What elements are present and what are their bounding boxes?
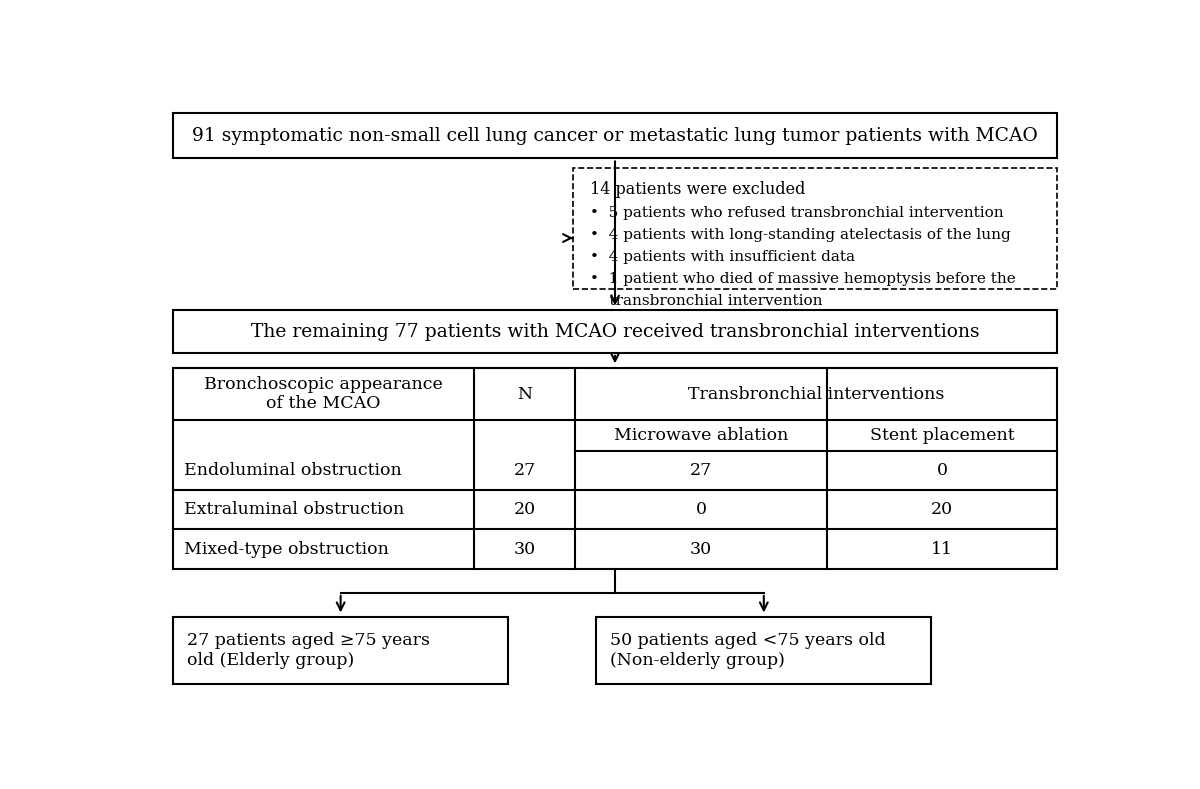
FancyBboxPatch shape (173, 310, 1057, 353)
Text: Mixed-type obstruction: Mixed-type obstruction (185, 540, 389, 558)
Text: 27: 27 (690, 462, 713, 479)
Text: 91 symptomatic non-small cell lung cancer or metastatic lung tumor patients with: 91 symptomatic non-small cell lung cance… (192, 127, 1038, 144)
Text: N: N (517, 386, 532, 402)
Text: 20: 20 (514, 502, 535, 518)
Text: 30: 30 (690, 540, 713, 558)
Text: 14 patients were excluded: 14 patients were excluded (590, 181, 805, 198)
Text: transbronchial intervention: transbronchial intervention (590, 294, 822, 308)
Text: 20: 20 (931, 502, 953, 518)
Text: 27 patients aged ≥75 years
old (Elderly group): 27 patients aged ≥75 years old (Elderly … (187, 632, 431, 669)
Text: Bronchoscopic appearance
of the MCAO: Bronchoscopic appearance of the MCAO (204, 376, 443, 413)
Text: Endoluminal obstruction: Endoluminal obstruction (185, 462, 402, 479)
FancyBboxPatch shape (596, 617, 931, 684)
Text: 30: 30 (514, 540, 535, 558)
FancyBboxPatch shape (173, 368, 1057, 569)
Text: Microwave ablation: Microwave ablation (614, 427, 788, 444)
FancyBboxPatch shape (173, 113, 1057, 159)
Text: •  1 patient who died of massive hemoptysis before the: • 1 patient who died of massive hemoptys… (590, 272, 1015, 286)
Text: Transbronchial interventions: Transbronchial interventions (688, 386, 944, 402)
Text: The remaining 77 patients with MCAO received transbronchial interventions: The remaining 77 patients with MCAO rece… (251, 323, 979, 341)
FancyBboxPatch shape (574, 167, 1057, 289)
Text: 50 patients aged <75 years old
(Non-elderly group): 50 patients aged <75 years old (Non-elde… (611, 632, 886, 669)
Text: •  4 patients with insufficient data: • 4 patients with insufficient data (590, 250, 854, 264)
Text: Stent placement: Stent placement (870, 427, 1014, 444)
Text: •  4 patients with long-standing atelectasis of the lung: • 4 patients with long-standing atelecta… (590, 228, 1010, 242)
FancyBboxPatch shape (173, 617, 508, 684)
Text: •  5 patients who refused transbronchial intervention: • 5 patients who refused transbronchial … (590, 207, 1003, 220)
Text: 11: 11 (931, 540, 953, 558)
Text: Extraluminal obstruction: Extraluminal obstruction (185, 502, 404, 518)
Text: 0: 0 (936, 462, 947, 479)
Text: 27: 27 (514, 462, 535, 479)
Text: 0: 0 (696, 502, 707, 518)
